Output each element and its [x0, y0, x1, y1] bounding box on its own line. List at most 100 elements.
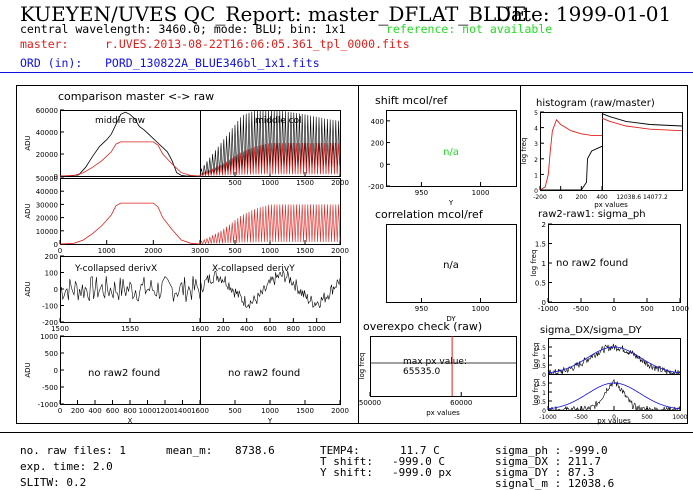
sigma-ph-xtick-label: -500 [573, 305, 589, 313]
raw-row-frame [60, 178, 201, 245]
footer-yshift-label: Y shift: [320, 466, 373, 479]
overexpo-xtick-label: 60000 [450, 399, 472, 407]
figure-frame [16, 85, 688, 424]
raw-row-xtick-label: 1000 [98, 247, 116, 255]
middle-row-master-line [60, 111, 200, 177]
report-date: Date: 1999-01-01 [495, 2, 672, 26]
footer-raw-files: no. raw files: 1 [20, 444, 126, 457]
raw2-panel-1-xtick-label: 200 [71, 407, 84, 415]
histogram-left-ytick-label: 0 [534, 188, 538, 195]
sigma-d-1-ytick-label: 0.5 [536, 363, 546, 370]
histogram-left-xtick-label: 200 [576, 194, 588, 201]
raw2-panel-1-xtick-label: 800 [123, 407, 136, 415]
master-label: master: [20, 37, 69, 51]
raw2-panel-1-xtick-label: 0 [58, 407, 62, 415]
histogram-raw-line [539, 118, 602, 191]
shift-title: shift mcol/ref [375, 94, 449, 107]
sigma-d-1-ylabel: log freq [532, 343, 540, 370]
sigma-d-1-ytick-label: 1.5 [536, 345, 546, 352]
shift-xtick-label: 950 [415, 189, 428, 197]
raw-row-xtick-label: 3000 [191, 247, 209, 255]
derivy-label: X-collapsed derivY [212, 264, 295, 274]
reference-status: reference: not available [386, 22, 553, 36]
raw2-panel-1-xtick-label: 1000 [139, 407, 157, 415]
derivx-label: Y-collapsed derivX [74, 264, 157, 274]
sigma-d-2-xtick-label: -500 [574, 414, 588, 421]
histogram-left-xtick-label: -200 [533, 194, 547, 201]
raw-col-frame [200, 178, 341, 245]
sigma-ph-ytick-label: 0 [542, 299, 546, 307]
sigma-ph-ytick-label: 1 [542, 260, 546, 268]
histogram-right-frame [602, 112, 683, 191]
raw2-panel-2-frame [200, 336, 341, 405]
footer-yshift-value: -999.0 px [392, 466, 452, 479]
histogram-left-xtick-label: 0 [559, 194, 563, 201]
sigma-ph-ytick-label: 2 [542, 221, 546, 229]
sigma-d-1-data [547, 343, 681, 375]
shift-xlabel: Y [448, 199, 454, 207]
sigma-ph-title: raw2-raw1: sigma_ph [538, 209, 646, 220]
middle-row-ytick-label: 60000 [36, 107, 58, 115]
raw2-panel-1-xtick-label: 1200 [156, 407, 174, 415]
raw-row-ytick-label: 0 [54, 241, 58, 249]
overexpo-ylabel: log freq [358, 353, 366, 380]
derivx-ylabel: ADU [24, 281, 32, 296]
derivx-xtick-label: 1550 [121, 325, 139, 333]
histogram-master-tail [601, 113, 683, 127]
sigma-d-xlabel: px values [597, 417, 631, 425]
middle-col-label: middle col [255, 116, 302, 126]
footer-exp-time: exp. time: 2.0 [20, 460, 113, 473]
raw2-missing-label: no raw2 found [228, 368, 300, 379]
raw-row-ytick-label: 10000 [36, 228, 58, 236]
middle-col-raw-line [199, 142, 341, 177]
shift-xtick-label: 1000 [472, 189, 490, 197]
sigma-d-2-ytick-label: 1.5 [536, 381, 546, 388]
raw-row-ylabel: ADU [24, 203, 32, 218]
sigma-d-2-ytick-label: 0 [542, 408, 546, 415]
raw-col-xtick-label: 500 [228, 247, 241, 255]
raw2-panel-2-xtick-label: 1500 [296, 407, 314, 415]
raw2-panel-1-xtick-label: 1400 [174, 407, 192, 415]
footer-mean-label: mean_m: [166, 444, 213, 457]
footer-sigma-dx: sigma_DX : 211.7 [495, 455, 601, 468]
derivx-ytick-label: 0 [54, 286, 58, 294]
sigma-ph-ytick-label: 0.5 [535, 280, 546, 288]
footer-temp4-label: TEMP4: [320, 444, 360, 457]
middle-col-xtick-label: 1500 [296, 179, 314, 187]
raw2-panel-1-xtick-label: 1600 [191, 407, 209, 415]
histogram-xlabel: px values [594, 201, 628, 209]
raw2-panel-1-ytick-label: 500 [45, 350, 58, 358]
footer-sigma-ph: sigma_ph : -999.0 [495, 444, 608, 457]
histogram-title: histogram (raw/master) [536, 98, 655, 109]
derivx-ytick-label: -200 [42, 319, 58, 327]
sigma-d-2-data [547, 378, 681, 412]
raw-row-xtick-label: 2000 [144, 247, 162, 255]
histogram-left-ytick-label: 2 [534, 157, 538, 164]
shift-na: n/a [443, 147, 459, 158]
raw2-missing-label: no raw2 found [88, 368, 160, 379]
sigma-d-2-ytick-label: 1 [542, 390, 546, 397]
sigma-d-1-fit [547, 346, 681, 374]
sigma-d-2-xtick-label: -1000 [539, 414, 557, 421]
raw2-panel-2-xtick-label: 2000 [331, 407, 349, 415]
derivx-xtick-label: 1500 [51, 325, 69, 333]
raw-row-ytick-label: 30000 [36, 201, 58, 209]
raw2-panel-2-xtick-label: 1000 [261, 407, 279, 415]
footer-tshift-label: T shift: [320, 455, 373, 468]
shift-ytick-label: 0 [380, 161, 384, 169]
derivy-xtick-label: 400 [240, 325, 253, 333]
comparison-title: comparison master <-> raw [58, 90, 214, 103]
correlation-xlabel: DY [446, 315, 456, 323]
histogram-left-ytick-label: 3 [534, 141, 538, 148]
raw2-panel-1-ytick-label: 0 [54, 367, 58, 375]
derivy-xtick-label: 200 [217, 325, 230, 333]
shift-ytick-label: 400 [371, 118, 384, 126]
correlation-na: n/a [443, 260, 459, 271]
raw2-panel-2-xtick-label: 500 [228, 407, 241, 415]
raw-row-ytick-label: 50000 [36, 175, 58, 183]
sigma-ph-xtick-label: 0 [612, 305, 616, 313]
sigma-d-2-ylabel: log freq [532, 379, 540, 406]
sigma-d-1-ytick-label: 1 [542, 354, 546, 361]
derivy-xtick-label: 600 [263, 325, 276, 333]
